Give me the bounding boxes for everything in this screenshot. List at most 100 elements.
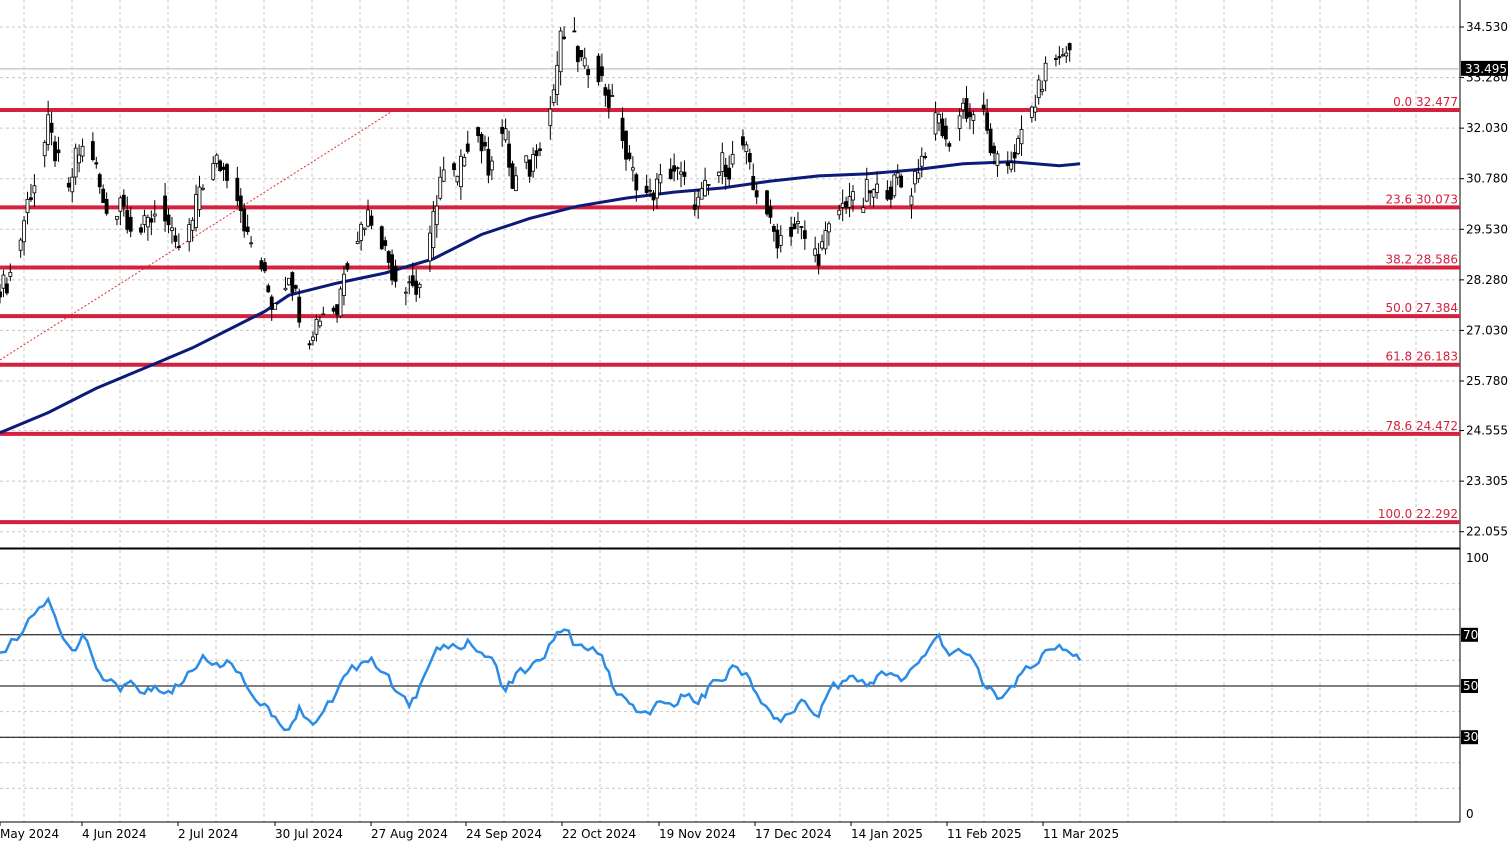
candle-body [792, 223, 797, 230]
candle-body [170, 227, 174, 231]
candle-body [720, 152, 725, 172]
price-axis-label: 30.780 [1466, 172, 1508, 186]
candle-body [90, 141, 95, 160]
candle-body [789, 226, 793, 237]
candle-body [754, 190, 759, 198]
date-axis-label: 19 Nov 2024 [659, 827, 736, 841]
price-axis-label: 22.055 [1466, 525, 1508, 539]
candle-body [355, 241, 360, 245]
candle-body [342, 273, 346, 297]
candle-body [658, 174, 663, 184]
oscillator-level-box [1461, 730, 1478, 745]
candle-body [142, 215, 147, 225]
candle-body [837, 209, 842, 216]
oscillator-level-label: 70 [1463, 628, 1478, 642]
candle-body [458, 155, 463, 188]
price-axis-label: 23.305 [1466, 474, 1508, 488]
candle-body [596, 55, 601, 83]
date-axis-label: 2 Jul 2024 [178, 827, 238, 841]
price-axis-label: 29.530 [1466, 222, 1508, 236]
candle-body [262, 262, 267, 272]
candle-body [145, 217, 150, 228]
candle-body [847, 196, 852, 208]
candle-body [1036, 79, 1041, 99]
candle-body [455, 175, 460, 183]
candle-body [49, 122, 54, 133]
candle-body [386, 251, 391, 263]
candle-body [77, 154, 82, 164]
candle-body [1019, 129, 1024, 145]
candle-body [190, 219, 195, 231]
candle-body [747, 153, 752, 163]
candle-body [214, 154, 219, 164]
candle-body [744, 144, 749, 152]
candle-body [802, 230, 807, 239]
candle-body [899, 175, 904, 188]
candle-body [668, 168, 673, 179]
candle-body [510, 163, 515, 189]
candle-body [923, 156, 928, 158]
candle-body [1040, 88, 1045, 92]
candle-body [297, 296, 302, 323]
candle-body [42, 142, 47, 157]
candle-body [417, 283, 422, 289]
candle-body [507, 143, 511, 168]
fibonacci-level-label: 0.0 32.477 [1393, 95, 1458, 109]
candle-body [534, 150, 539, 157]
price-axis-label: 25.780 [1466, 374, 1508, 388]
candle-body [29, 197, 33, 200]
candle-body [462, 157, 467, 167]
candle-body [121, 194, 126, 207]
candle-body [816, 253, 821, 266]
candle-body [961, 102, 965, 111]
candle-body [335, 304, 339, 315]
fibonacci-level-label: 61.8 26.183 [1385, 350, 1458, 364]
date-axis-label: 17 Dec 2024 [755, 827, 832, 841]
candle-body [943, 125, 948, 140]
candle-body [796, 221, 800, 224]
candle-body [152, 213, 157, 217]
candle-body [101, 188, 106, 204]
candle-body [610, 95, 615, 97]
candle-body [861, 207, 866, 214]
candle-body [97, 174, 102, 188]
candle-body [823, 230, 828, 250]
oscillator-line [0, 596, 1082, 732]
candle-body [741, 136, 745, 146]
candle-body [851, 191, 855, 201]
date-axis-label: 11 Feb 2025 [947, 827, 1022, 841]
candle-body [655, 178, 659, 199]
candle-body [0, 291, 2, 298]
date-axis-label: 4 Jun 2024 [82, 827, 147, 841]
candle-body [885, 190, 890, 200]
candle-body [840, 202, 845, 208]
candle-body [503, 128, 508, 141]
candle-body [730, 153, 735, 165]
candle-body [703, 180, 707, 197]
candle-body [221, 166, 226, 170]
candle-body [383, 240, 388, 246]
candle-body [4, 283, 9, 294]
candle-body [465, 143, 470, 152]
candle-body [651, 192, 656, 201]
candle-body [624, 130, 628, 160]
candle-body [1064, 52, 1069, 57]
candle-body [988, 128, 993, 154]
candle-body [909, 195, 914, 206]
candle-body [362, 227, 367, 231]
candle-body [66, 182, 71, 188]
candle-body [964, 97, 969, 119]
candle-body [266, 285, 271, 293]
candle-body [913, 170, 917, 185]
candle-body [18, 239, 23, 251]
candle-body [1033, 106, 1038, 113]
candle-body [104, 198, 109, 214]
candle-body [1009, 162, 1014, 170]
candle-body [548, 108, 553, 127]
candle-body [538, 148, 542, 151]
candle-body [813, 248, 818, 256]
candle-body [410, 275, 415, 286]
current-price-label: 33.495 [1465, 62, 1507, 76]
candle-body [579, 49, 584, 58]
